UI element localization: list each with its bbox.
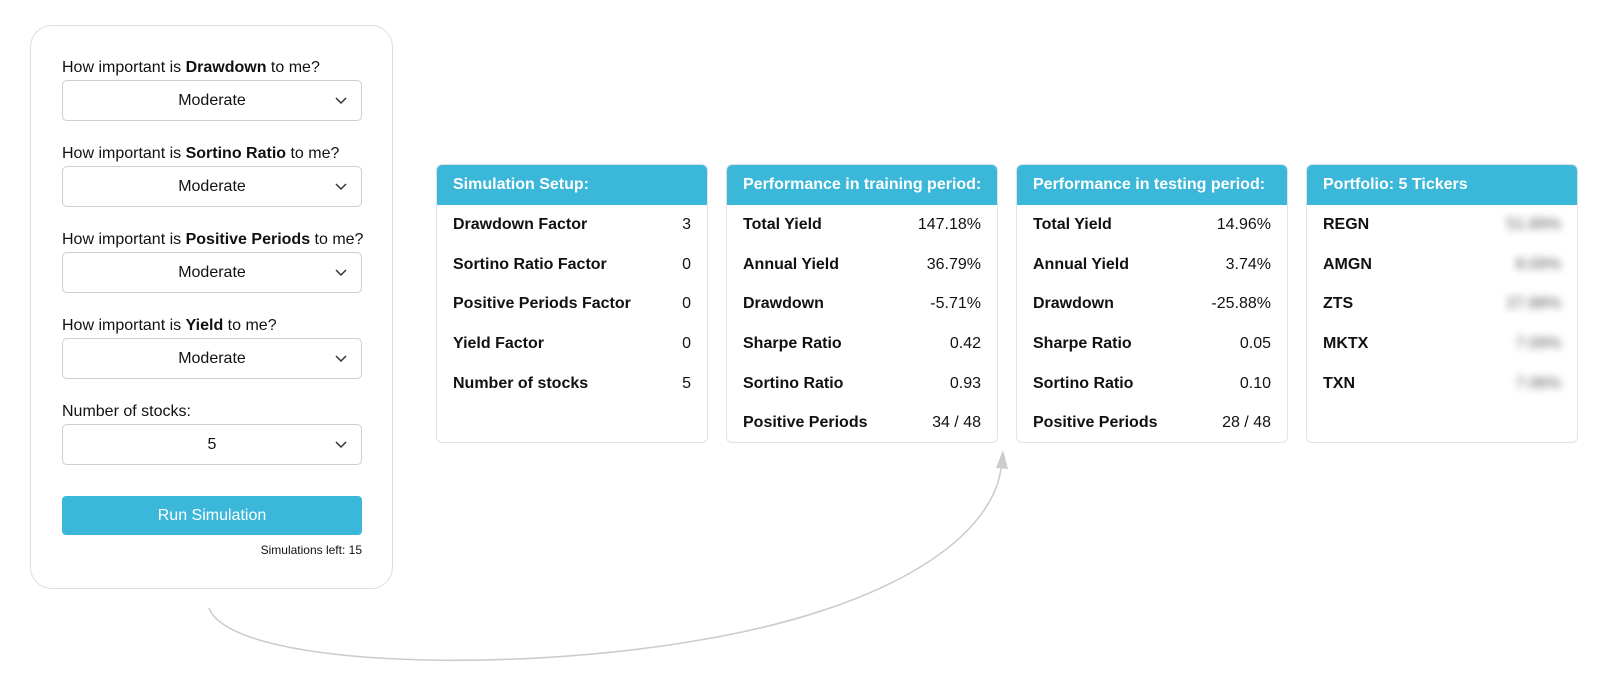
table-row: Total Yield 147.18% [727,205,997,245]
sortino-importance-value: Moderate [178,177,246,195]
sortino-question-label: How important is Sortino Ratio to me? [62,145,340,162]
row-label: Sharpe Ratio [1033,334,1132,352]
card-title: Performance in training period: [727,165,997,205]
testing-performance-card: Performance in testing period: Total Yie… [1016,164,1288,443]
table-row: TXN 7.06% [1307,364,1577,404]
table-row: Positive Periods 34 / 48 [727,403,997,442]
ticker-weight: 51.89% [1506,215,1561,233]
table-row: Sortino Ratio 0.10 [1017,364,1287,404]
row-label: Total Yield [743,215,822,233]
row-value: 3 [682,215,691,233]
row-value: 0.93 [949,374,981,392]
table-row: Sharpe Ratio 0.42 [727,324,997,364]
chevron-down-icon [335,97,347,105]
drawdown-importance-value: Moderate [178,91,246,109]
drawdown-importance-select[interactable]: Moderate [62,80,362,121]
ticker-symbol: MKTX [1323,334,1369,352]
chevron-down-icon [335,269,347,277]
row-label: Sortino Ratio [743,374,844,392]
row-value: 0.05 [1239,334,1271,352]
row-value: 5 [682,374,691,392]
row-value: -25.88% [1211,295,1271,313]
ticker-symbol: REGN [1323,215,1370,233]
ticker-weight: 8.09% [1515,255,1561,273]
row-value: 0 [682,255,691,273]
positive-periods-importance-value: Moderate [178,263,246,281]
table-row: Drawdown Factor 3 [437,205,707,245]
row-label: Sharpe Ratio [743,334,842,352]
row-value: 0.10 [1239,374,1271,392]
ticker-symbol: TXN [1323,374,1355,392]
chevron-down-icon [335,355,347,363]
positive-periods-importance-select[interactable]: Moderate [62,252,362,293]
row-label: Drawdown [1033,295,1114,313]
number-of-stocks-select[interactable]: 5 [62,424,362,465]
row-label: Positive Periods Factor [453,295,631,313]
row-value: 28 / 48 [1222,414,1271,432]
table-row: Sortino Ratio 0.93 [727,364,997,404]
training-performance-card: Performance in training period: Total Yi… [726,164,998,443]
yield-importance-value: Moderate [178,349,246,367]
sortino-importance-select[interactable]: Moderate [62,166,362,207]
table-row: Positive Periods Factor 0 [437,284,707,324]
row-label: Sortino Ratio Factor [453,255,607,273]
table-row: Number of stocks 5 [437,364,707,404]
row-label: Positive Periods [1033,414,1158,432]
table-row: Sortino Ratio Factor 0 [437,245,707,285]
chevron-down-icon [335,441,347,449]
row-label: Annual Yield [1033,255,1130,273]
ticker-weight: 7.06% [1515,374,1561,392]
yield-question-label: How important is Yield to me? [62,317,277,334]
table-row: Yield Factor 0 [437,324,707,364]
run-simulation-button[interactable]: Run Simulation [62,496,362,535]
ticker-weight: 7.09% [1515,334,1561,352]
row-value: 3.74% [1225,255,1271,273]
drawdown-question-label: How important is Drawdown to me? [62,59,320,76]
number-of-stocks-label: Number of stocks: [62,403,191,420]
row-label: Annual Yield [743,255,840,273]
row-value: -5.71% [930,295,981,313]
row-value: 0 [682,295,691,313]
row-value: 0.42 [949,334,981,352]
table-row: REGN 51.89% [1307,205,1577,245]
row-label: Number of stocks [453,374,589,392]
table-row: Positive Periods 28 / 48 [1017,403,1287,442]
row-value: 147.18% [917,215,981,233]
yield-importance-select[interactable]: Moderate [62,338,362,379]
table-row: ZTS 27.88% [1307,284,1577,324]
row-value: 0 [682,334,691,352]
row-label: Sortino Ratio [1033,374,1134,392]
row-value: 34 / 48 [932,414,981,432]
table-row: Annual Yield 36.79% [727,245,997,285]
table-row: AMGN 8.09% [1307,245,1577,285]
ticker-symbol: ZTS [1323,295,1354,313]
number-of-stocks-value: 5 [207,435,217,453]
simulations-left-counter: Simulations left: 15 [260,543,362,557]
table-row: Drawdown -5.71% [727,284,997,324]
row-label: Positive Periods [743,414,868,432]
portfolio-card: Portfolio: 5 Tickers REGN 51.89% AMGN 8.09… [1306,164,1578,443]
arrowhead-icon [996,450,1008,469]
chevron-down-icon [335,183,347,191]
table-row: MKTX 7.09% [1307,324,1577,364]
table-row: Drawdown -25.88% [1017,284,1287,324]
positive-periods-question-label: How important is Positive Periods to me? [62,231,364,248]
table-row: Sharpe Ratio 0.05 [1017,324,1287,364]
table-row: Total Yield 14.96% [1017,205,1287,245]
ticker-symbol: AMGN [1323,255,1372,273]
card-title: Performance in testing period: [1017,165,1287,205]
row-value: 14.96% [1216,215,1271,233]
card-title: Simulation Setup: [437,165,707,205]
row-label: Yield Factor [453,334,544,352]
row-label: Total Yield [1033,215,1112,233]
row-label: Drawdown Factor [453,215,588,233]
simulation-form-panel: How important is Drawdown to me? Moderat… [30,25,393,589]
card-title: Portfolio: 5 Tickers [1307,165,1577,205]
row-label: Drawdown [743,295,824,313]
table-row: Annual Yield 3.74% [1017,245,1287,285]
simulation-setup-card: Simulation Setup: Drawdown Factor 3 Sorti… [436,164,708,443]
row-value: 36.79% [926,255,981,273]
ticker-weight: 27.88% [1506,295,1561,313]
